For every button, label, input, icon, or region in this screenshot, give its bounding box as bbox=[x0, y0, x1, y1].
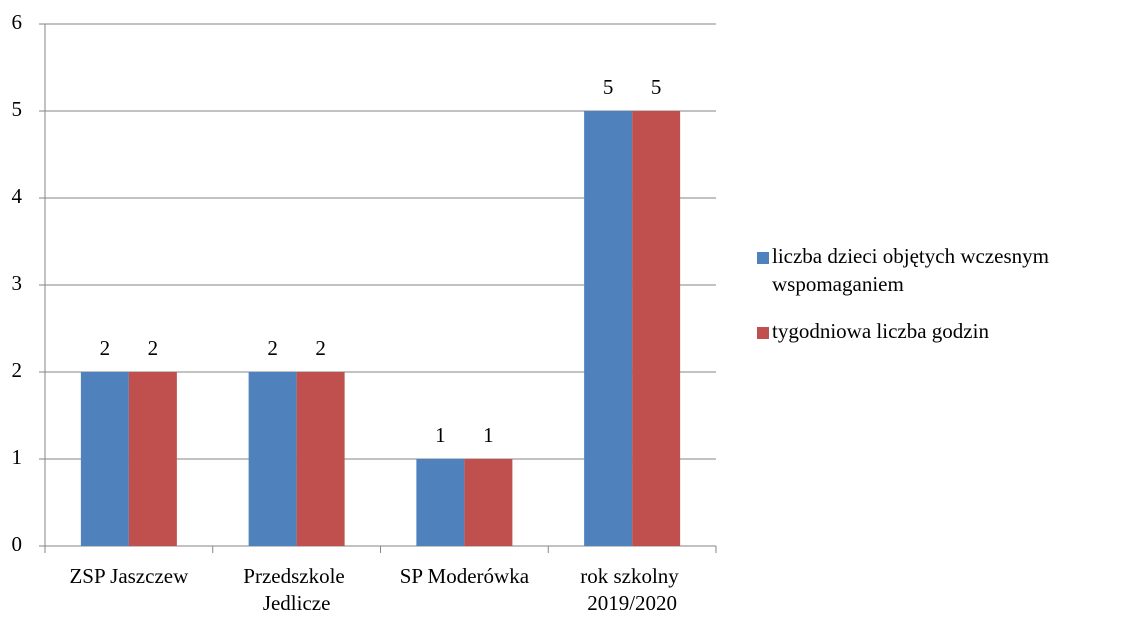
x-tick-label: Przedszkole Jedlicze bbox=[243, 564, 350, 615]
y-tick-label: 3 bbox=[12, 271, 23, 295]
x-tick-label: ZSP Jaszczew bbox=[69, 564, 189, 588]
y-tick-label: 6 bbox=[12, 10, 23, 34]
y-tick-label: 2 bbox=[12, 358, 23, 382]
bar bbox=[632, 111, 681, 546]
legend-label: liczba dzieci objętych wczesnym wspomaga… bbox=[772, 244, 1054, 296]
y-tick-label: 5 bbox=[12, 97, 23, 121]
bar bbox=[416, 459, 465, 546]
bar bbox=[128, 372, 177, 546]
bar bbox=[80, 372, 129, 546]
legend-label: tygodniowa liczba godzin bbox=[772, 319, 989, 343]
bar bbox=[296, 372, 345, 546]
x-tick-label: SP Moderówka bbox=[400, 564, 530, 588]
y-tick-label: 1 bbox=[12, 445, 23, 469]
y-tick-label: 0 bbox=[12, 532, 23, 556]
legend-swatch bbox=[757, 327, 769, 339]
value-label: 2 bbox=[267, 336, 278, 360]
y-tick-label: 4 bbox=[12, 184, 23, 208]
x-tick-label: rok szkolny 2019/2020 bbox=[580, 564, 684, 615]
bar bbox=[464, 459, 513, 546]
value-label: 1 bbox=[435, 423, 446, 447]
value-label: 1 bbox=[483, 423, 494, 447]
value-label: 5 bbox=[651, 75, 662, 99]
bar bbox=[584, 111, 633, 546]
value-label: 2 bbox=[148, 336, 159, 360]
value-label: 2 bbox=[100, 336, 111, 360]
legend-swatch bbox=[757, 252, 769, 264]
bar bbox=[248, 372, 297, 546]
value-label: 2 bbox=[315, 336, 326, 360]
value-label: 5 bbox=[603, 75, 614, 99]
